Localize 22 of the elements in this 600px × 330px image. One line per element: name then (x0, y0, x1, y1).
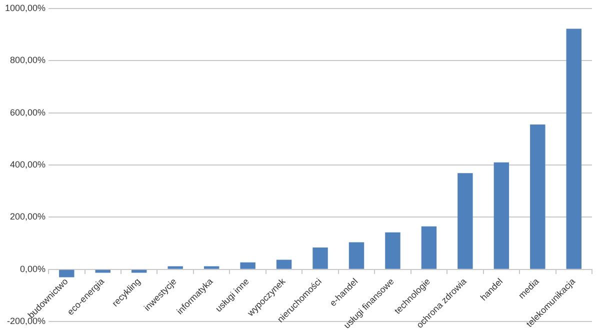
bar (240, 262, 256, 269)
y-tick-label: 200,00% (10, 212, 46, 222)
y-tick-label: 1000,00% (4, 2, 46, 13)
y-tick-label: 0,00% (20, 264, 46, 274)
bar (385, 232, 400, 269)
bar (421, 226, 437, 269)
y-tick-label: -200,00% (7, 316, 46, 326)
y-tick-label: 600,00% (10, 107, 46, 118)
bar (494, 162, 510, 269)
bar (348, 242, 364, 269)
bar (132, 270, 147, 273)
bar (312, 247, 328, 269)
bar (204, 266, 220, 269)
bar (530, 124, 546, 269)
bar (458, 173, 473, 269)
bar (276, 260, 292, 269)
y-tick-label: 800,00% (10, 55, 46, 66)
bar (566, 28, 582, 269)
bar (59, 270, 74, 278)
y-tick-label: 400,00% (10, 159, 46, 170)
bar (168, 266, 183, 269)
bar (95, 270, 110, 273)
